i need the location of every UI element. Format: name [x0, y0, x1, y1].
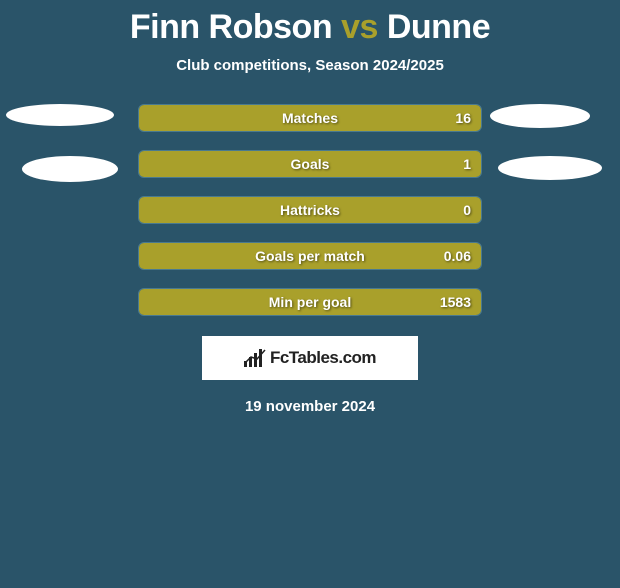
- stat-row: Goals per match 0.06: [138, 242, 482, 270]
- chart-icon: [244, 349, 266, 367]
- logo-text: FcTables.com: [270, 348, 376, 368]
- stat-value: 1: [463, 156, 471, 172]
- vs-text: vs: [341, 8, 378, 46]
- stat-label: Hattricks: [280, 202, 340, 218]
- comparison-content: Matches 16 Goals 1 Hattricks 0 Goals per match…: [0, 104, 620, 316]
- decorative-ellipse: [490, 104, 590, 128]
- stat-value: 0.06: [444, 248, 471, 264]
- stat-label: Goals: [291, 156, 330, 172]
- stat-label: Goals per match: [255, 248, 365, 264]
- stat-row: Min per goal 1583: [138, 288, 482, 316]
- fctables-logo[interactable]: FcTables.com: [202, 336, 418, 380]
- player1-name: Finn Robson: [130, 8, 332, 46]
- stats-container: Matches 16 Goals 1 Hattricks 0 Goals per match…: [138, 104, 482, 316]
- date-label: 19 november 2024: [0, 398, 620, 415]
- subtitle: Club competitions, Season 2024/2025: [0, 57, 620, 74]
- stat-value: 1583: [440, 294, 471, 310]
- stat-row: Matches 16: [138, 104, 482, 132]
- page-title: Finn Robson vs Dunne: [0, 8, 620, 47]
- decorative-ellipse: [22, 156, 118, 182]
- stat-value: 16: [455, 110, 471, 126]
- decorative-ellipse: [498, 156, 602, 180]
- stat-label: Min per goal: [269, 294, 351, 310]
- stat-row: Goals 1: [138, 150, 482, 178]
- stat-label: Matches: [282, 110, 338, 126]
- stat-value: 0: [463, 202, 471, 218]
- decorative-ellipse: [6, 104, 114, 126]
- player2-name: Dunne: [387, 8, 490, 46]
- stat-row: Hattricks 0: [138, 196, 482, 224]
